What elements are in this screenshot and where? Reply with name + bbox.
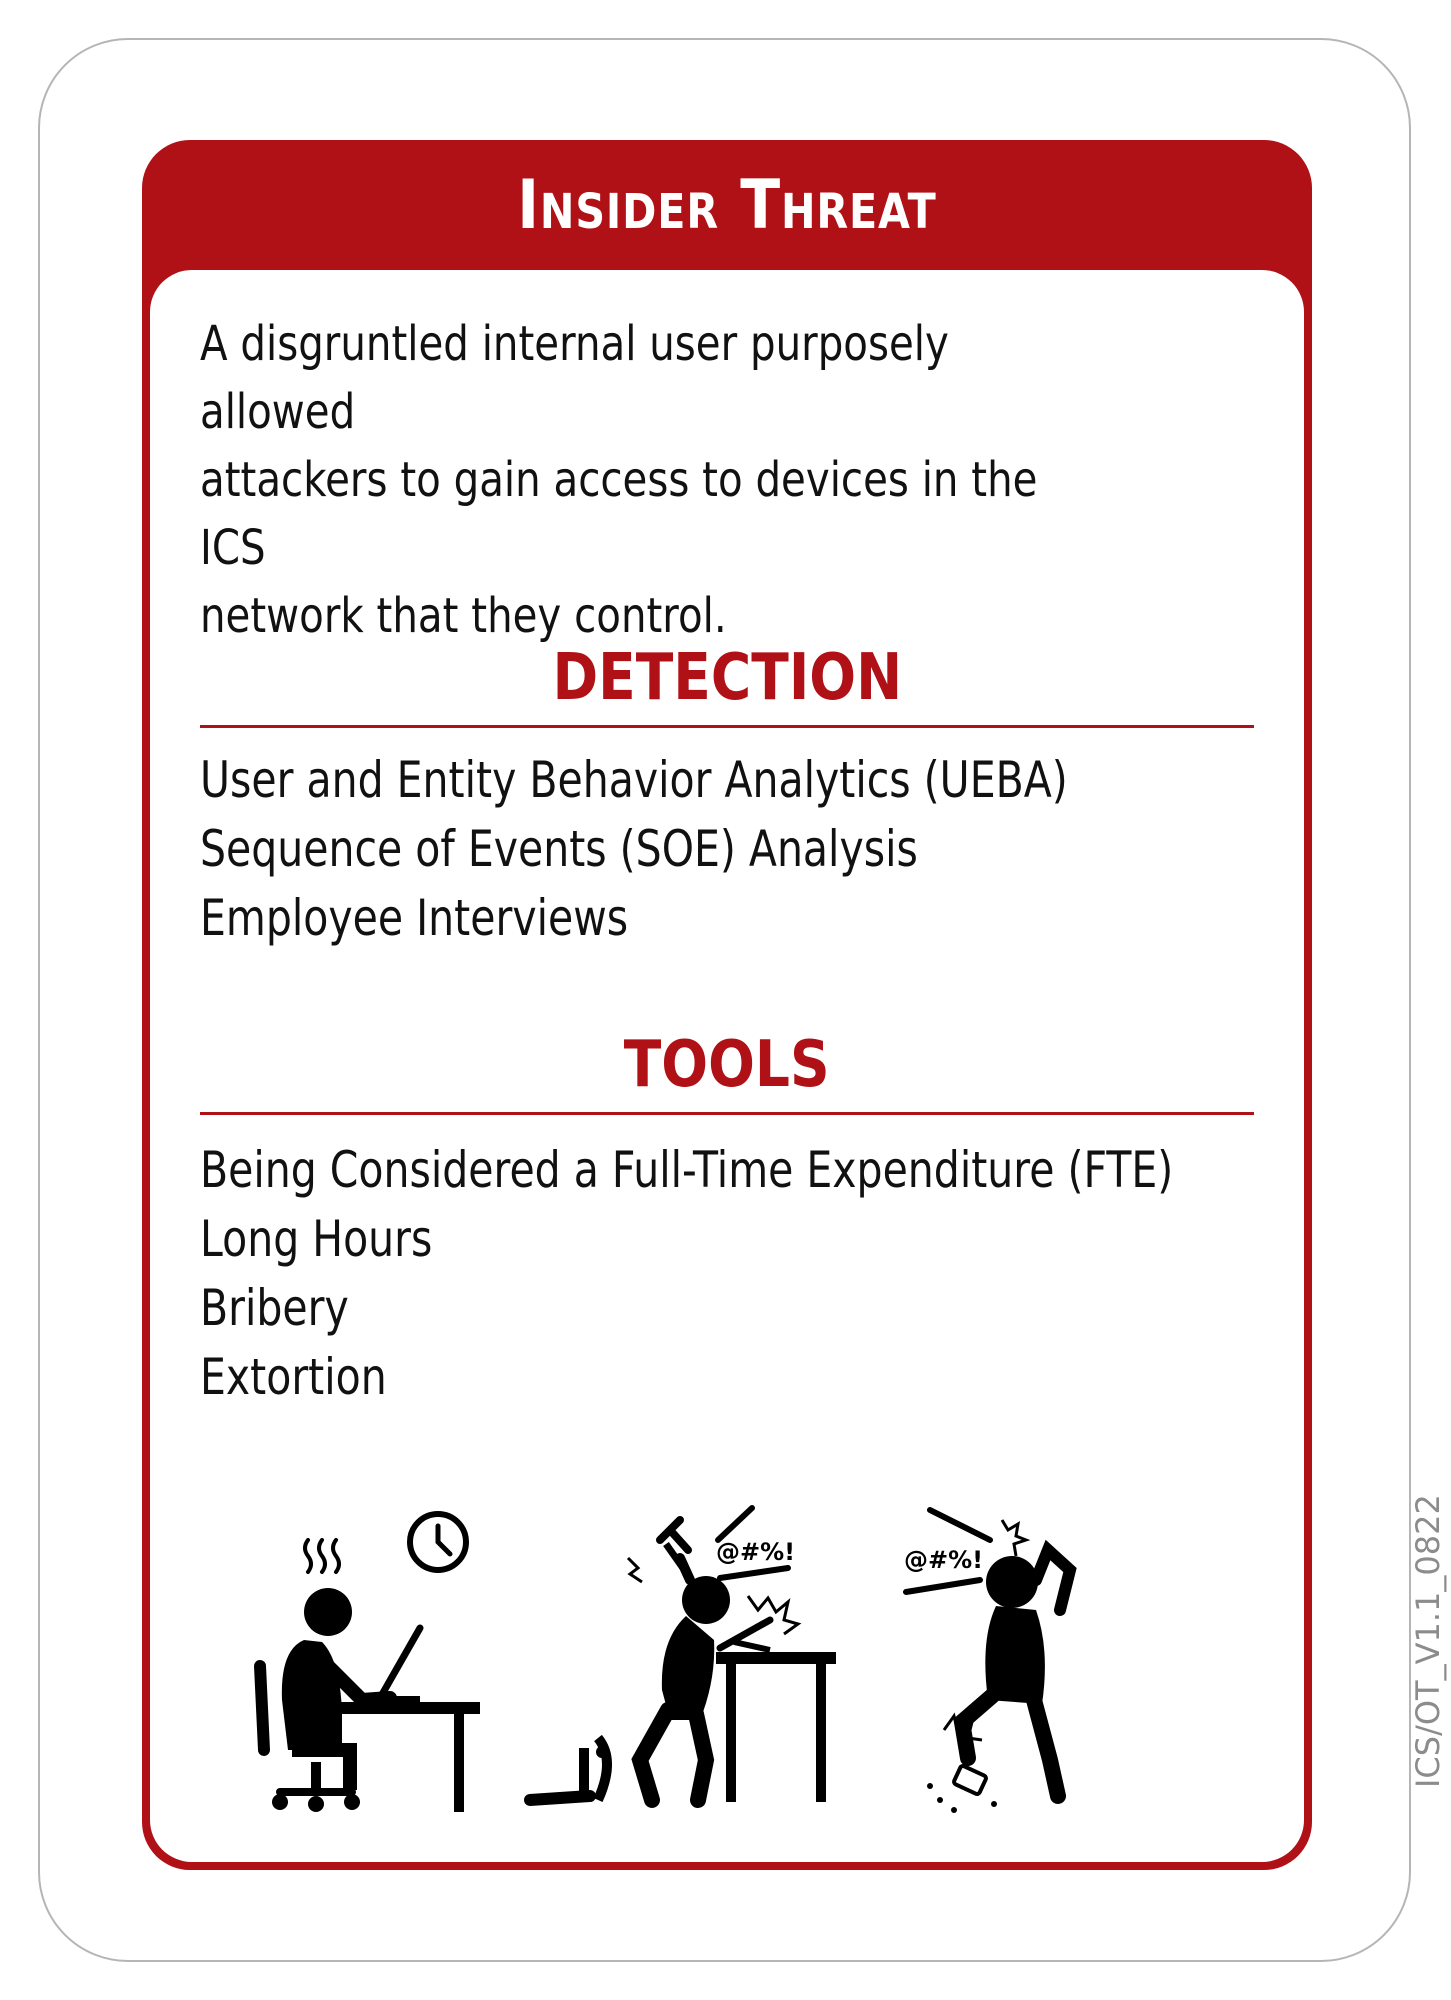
card-title: Insider Threat xyxy=(517,165,937,245)
tools-item: Long Hours xyxy=(200,1210,433,1268)
detection-divider xyxy=(200,725,1254,728)
card-frame: Insider Threat A disgruntled internal us… xyxy=(142,140,1447,1870)
angry-person-smashing-laptop-icon: @#%! xyxy=(524,1505,836,1808)
exclamation-text: @#%! xyxy=(904,1546,983,1574)
detection-item: Employee Interviews xyxy=(200,889,629,947)
card-description: A disgruntled internal user purposely al… xyxy=(200,316,1038,644)
detection-list: User and Entity Behavior Analytics (UEBA… xyxy=(200,746,1266,953)
tools-heading: TOOLS xyxy=(624,1028,830,1102)
overworked-person-icon xyxy=(254,1511,480,1812)
tools-item: Bribery xyxy=(200,1279,349,1337)
illustrations: @#%! @#%! xyxy=(150,1500,1304,1840)
tools-list: Being Considered a Full-Time Expenditure… xyxy=(200,1136,1266,1412)
detection-heading: DETECTION xyxy=(552,641,902,715)
detection-item: Sequence of Events (SOE) Analysis xyxy=(200,820,918,878)
tools-item: Extortion xyxy=(200,1348,387,1406)
exclamation-text: @#%! xyxy=(716,1538,795,1566)
tools-divider xyxy=(200,1112,1254,1115)
tools-item: Being Considered a Full-Time Expenditure… xyxy=(200,1141,1174,1199)
detection-item: User and Entity Behavior Analytics (UEBA… xyxy=(200,751,1068,809)
angry-person-stomping-phone-icon: @#%! xyxy=(903,1507,1077,1813)
version-label: ICS/OT_V1.1_0822 xyxy=(1409,1494,1447,1788)
